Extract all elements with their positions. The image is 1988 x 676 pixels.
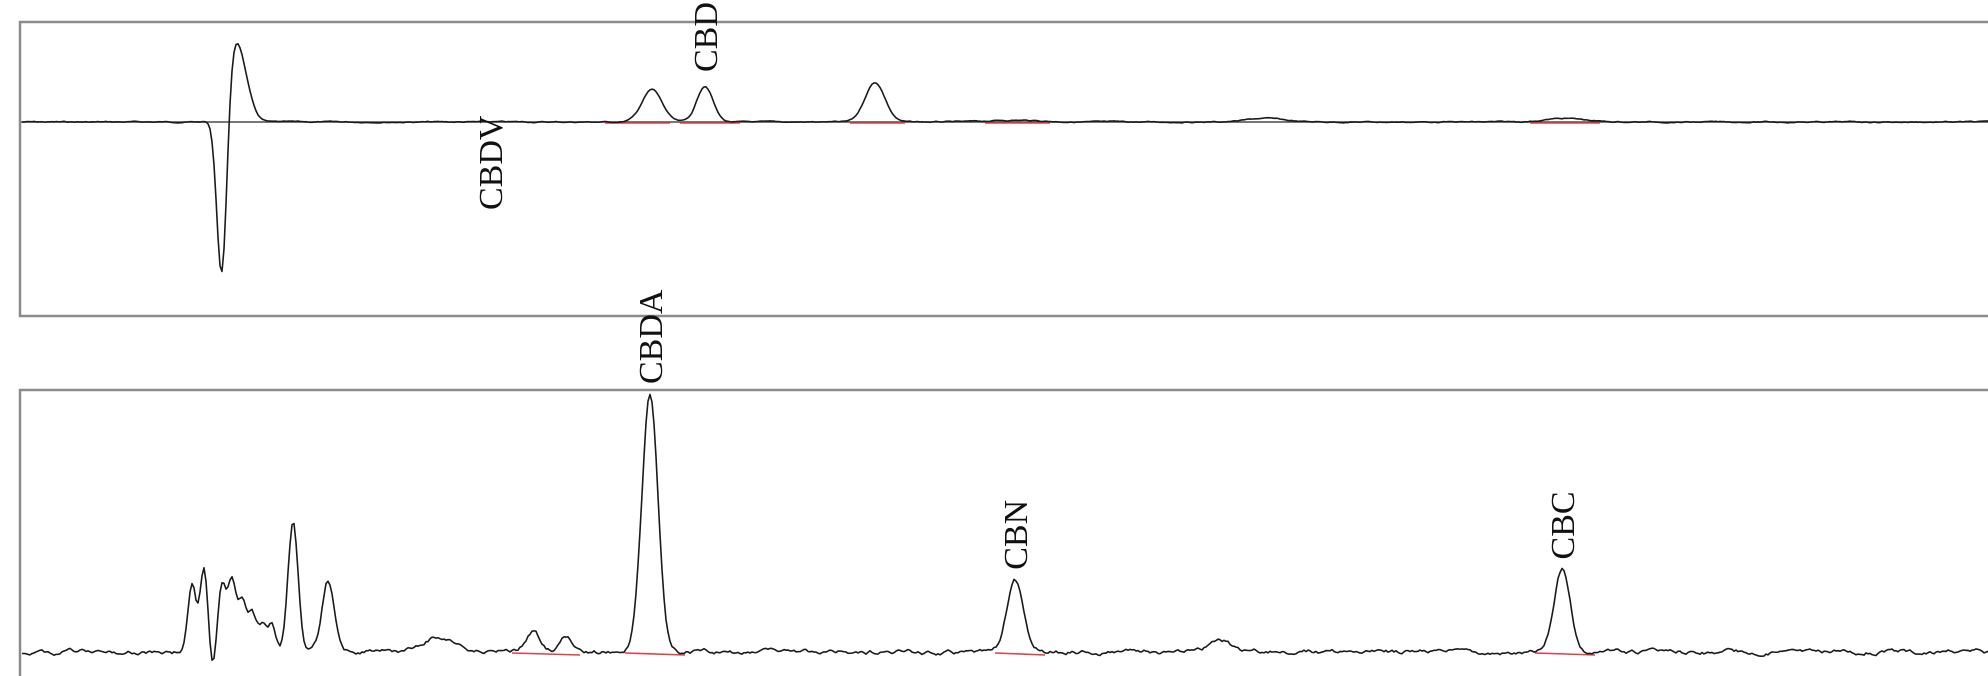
signal-trace bbox=[21, 393, 1988, 661]
peak-labels: CBDA CBN CBC bbox=[633, 289, 1582, 570]
integration-baseline bbox=[511, 652, 581, 656]
peak-label: CBDV bbox=[473, 115, 510, 210]
peak-label: CBN bbox=[998, 500, 1035, 570]
peak-label: CBDA bbox=[633, 289, 670, 384]
chromatogram-panel-bottom: CBDA CBN CBC bbox=[18, 289, 1988, 676]
integration-baseline bbox=[994, 652, 1046, 656]
panel-frame bbox=[18, 388, 1988, 676]
chromatogram-panel-top: CBDV CBD bbox=[18, 2, 1988, 318]
peak-labels: CBDV CBD bbox=[473, 2, 725, 210]
panel-frame bbox=[18, 20, 1988, 318]
peak-label: CBC bbox=[1545, 491, 1582, 559]
signal-trace bbox=[21, 42, 1988, 273]
integration-baselines bbox=[511, 652, 1596, 656]
integration-baseline bbox=[624, 652, 686, 656]
peak-label: CBD bbox=[688, 2, 725, 72]
integration-baseline bbox=[1534, 652, 1596, 656]
